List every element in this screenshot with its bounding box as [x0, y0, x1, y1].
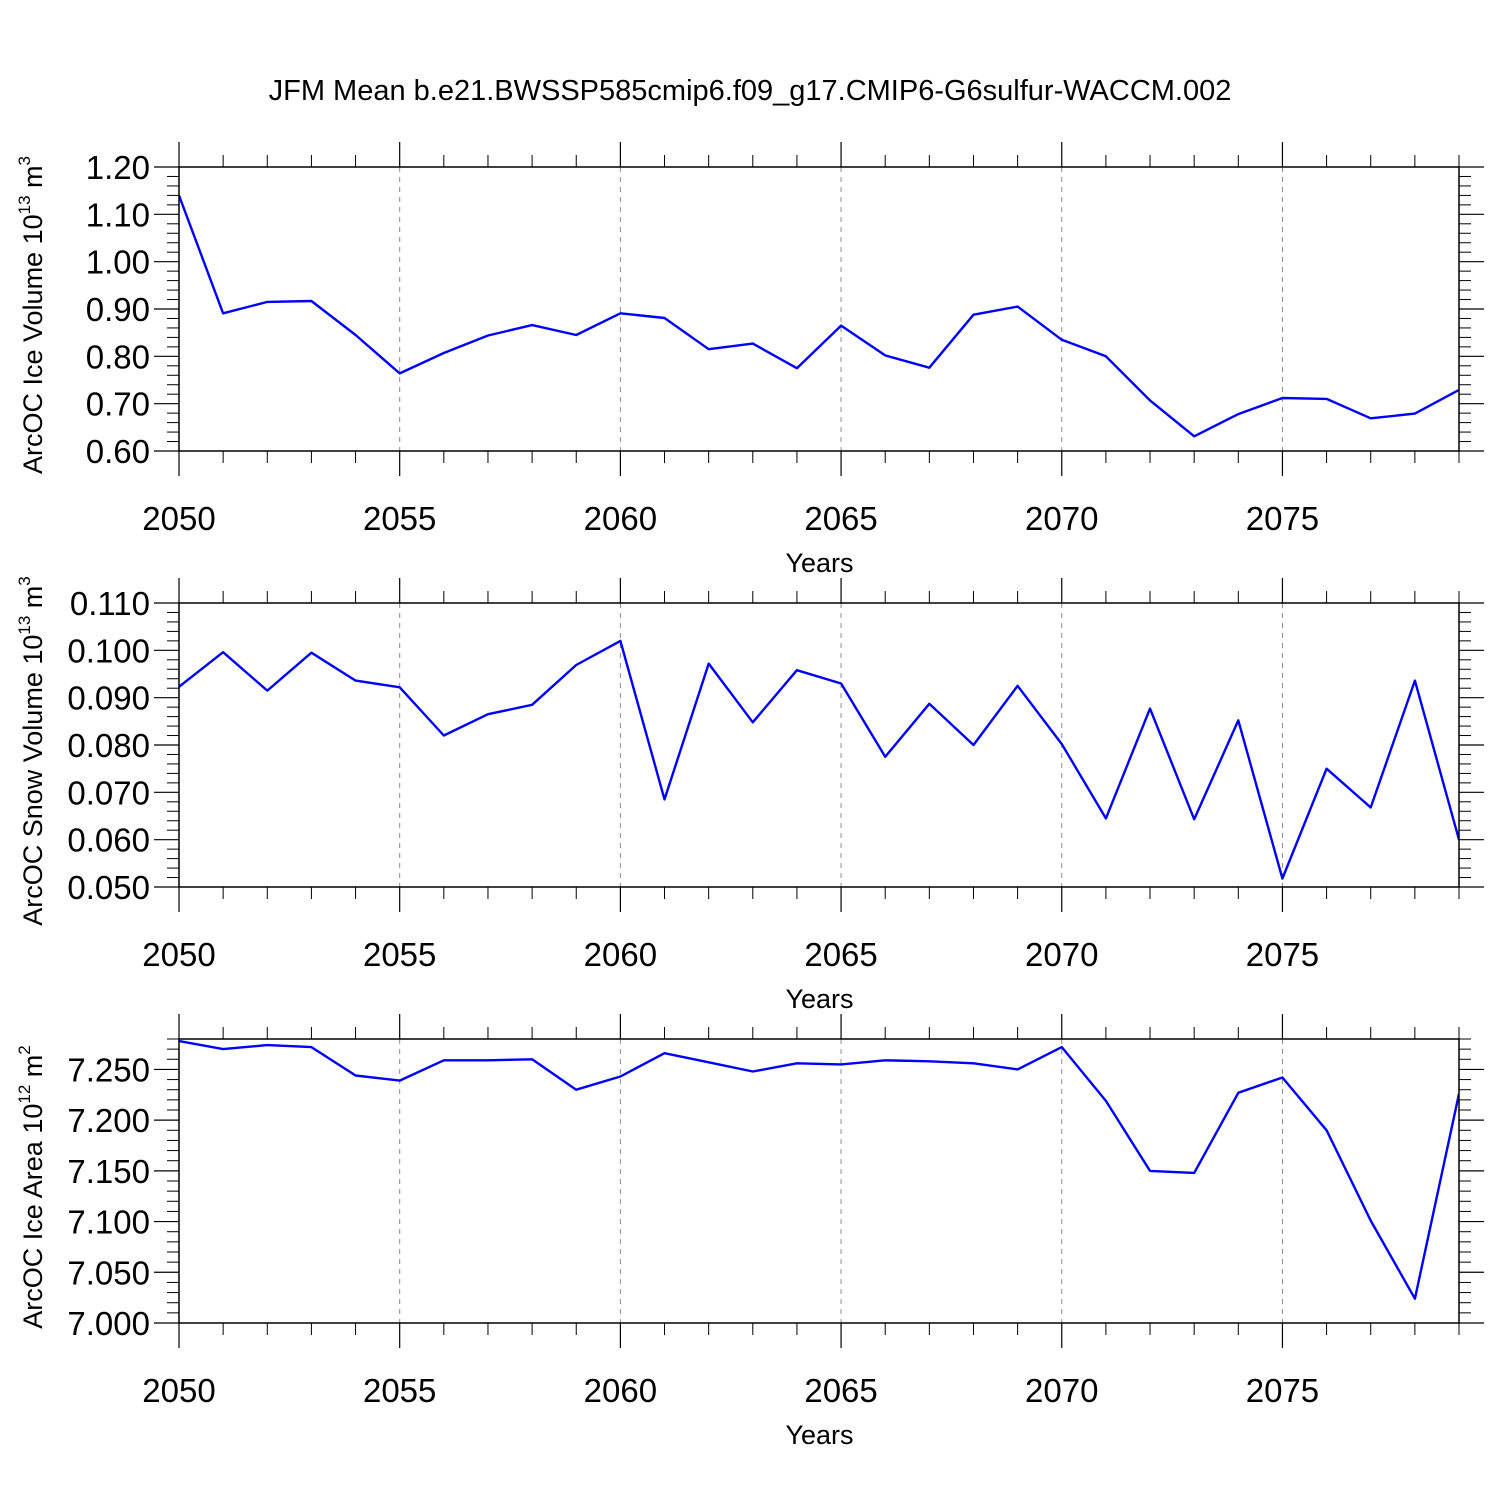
x-tick-label: 2050	[142, 500, 215, 537]
series-line-ice-area	[179, 1039, 1459, 1300]
plot-frame	[178, 1038, 1460, 1324]
y-tick-label: 7.000	[67, 1305, 150, 1342]
y-axis-title-main: ArcOC Ice Area 10	[18, 1104, 48, 1329]
y-tick-label: 0.80	[86, 338, 150, 375]
panel-ice-area: 2050 2055 2060 2065 2070 2075 7.000 7.050 7.100 7…	[15, 1014, 1484, 1450]
panels: 2050 2055 2060 2065 2070 2075 0.60 0.70 0.80 0.90…	[15, 142, 1484, 1450]
x-axis-title: Years	[785, 984, 853, 1014]
y-tick-label: 0.060	[67, 822, 150, 859]
y-axis-title-unit-exponent: 3	[15, 576, 34, 585]
y-axis-title-main: ArcOC Ice Volume 10	[18, 214, 48, 474]
x-axis-title: Years	[785, 548, 853, 578]
x-tick-label: 2065	[804, 500, 877, 537]
y-tick-label: 7.100	[67, 1204, 150, 1241]
x-tick-label: 2050	[142, 936, 215, 973]
y-tick-label: 0.100	[67, 632, 150, 669]
x-axis-title: Years	[785, 1420, 853, 1450]
y-tick-label: 7.050	[67, 1254, 150, 1291]
y-axis-title: ArcOC Ice Area 1012 m2	[15, 1045, 48, 1329]
y-tick-label: 1.20	[86, 149, 150, 186]
y-axis-title-unit: m	[18, 586, 48, 616]
y-tick-label: 0.050	[67, 869, 150, 906]
x-tick-label: 2055	[363, 500, 436, 537]
x-tick-label: 2060	[584, 936, 657, 973]
y-axis-title-exponent: 13	[15, 195, 34, 214]
x-tick-label: 2055	[363, 1372, 436, 1409]
y-axis-title-unit-exponent: 2	[15, 1045, 34, 1054]
y-tick-label: 0.070	[67, 774, 150, 811]
x-tick-label: 2070	[1025, 500, 1098, 537]
x-tick-label: 2050	[142, 1372, 215, 1409]
x-tick-label: 2070	[1025, 1372, 1098, 1409]
y-axis-title: ArcOC Snow Volume 1013 m3	[15, 576, 48, 926]
y-tick-label: 7.150	[67, 1153, 150, 1190]
y-tick-label: 0.080	[67, 727, 150, 764]
y-axis-title-unit-exponent: 3	[15, 156, 34, 165]
y-axis-title-exponent: 13	[15, 616, 34, 635]
y-tick-label: 0.110	[70, 585, 150, 622]
x-tick-label: 2060	[584, 500, 657, 537]
y-tick-label: 7.200	[67, 1102, 150, 1139]
series-line-ice-volume	[179, 194, 1459, 438]
y-axis-title: ArcOC Ice Volume 1013 m3	[15, 156, 48, 474]
x-tick-label: 2065	[804, 1372, 877, 1409]
x-tick-label: 2075	[1246, 936, 1319, 973]
x-tick-label: 2065	[804, 936, 877, 973]
y-axis-title-unit: m	[18, 165, 48, 195]
panel-ice-volume: 2050 2055 2060 2065 2070 2075 0.60 0.70 0.80 0.90…	[15, 142, 1484, 578]
x-tick-label: 2075	[1246, 500, 1319, 537]
y-tick-label: 1.10	[86, 196, 150, 233]
y-tick-label: 0.090	[67, 680, 150, 717]
chart-title: JFM Mean b.e21.BWSSP585cmip6.f09_g17.CMI…	[269, 75, 1232, 107]
plot-frame	[178, 166, 1460, 452]
x-tick-label: 2055	[363, 936, 436, 973]
y-axis-title-exponent: 12	[15, 1085, 34, 1104]
x-tick-label: 2075	[1246, 1372, 1319, 1409]
y-axis-title-main: ArcOC Snow Volume 10	[18, 635, 48, 926]
y-tick-label: 0.60	[86, 433, 150, 470]
y-tick-label: 7.250	[67, 1051, 150, 1088]
x-tick-label: 2060	[584, 1372, 657, 1409]
series-line-snow-volume	[179, 639, 1459, 880]
panel-snow-volume: 2050 2055 2060 2065 2070 2075 0.050 0.060 0.070 0…	[15, 576, 1484, 1014]
plot-frame	[178, 602, 1460, 888]
y-tick-label: 1.00	[86, 244, 150, 281]
y-tick-label: 0.70	[86, 386, 150, 423]
y-axis-title-unit: m	[18, 1055, 48, 1085]
x-tick-label: 2070	[1025, 936, 1098, 973]
y-tick-label: 0.90	[86, 291, 150, 328]
